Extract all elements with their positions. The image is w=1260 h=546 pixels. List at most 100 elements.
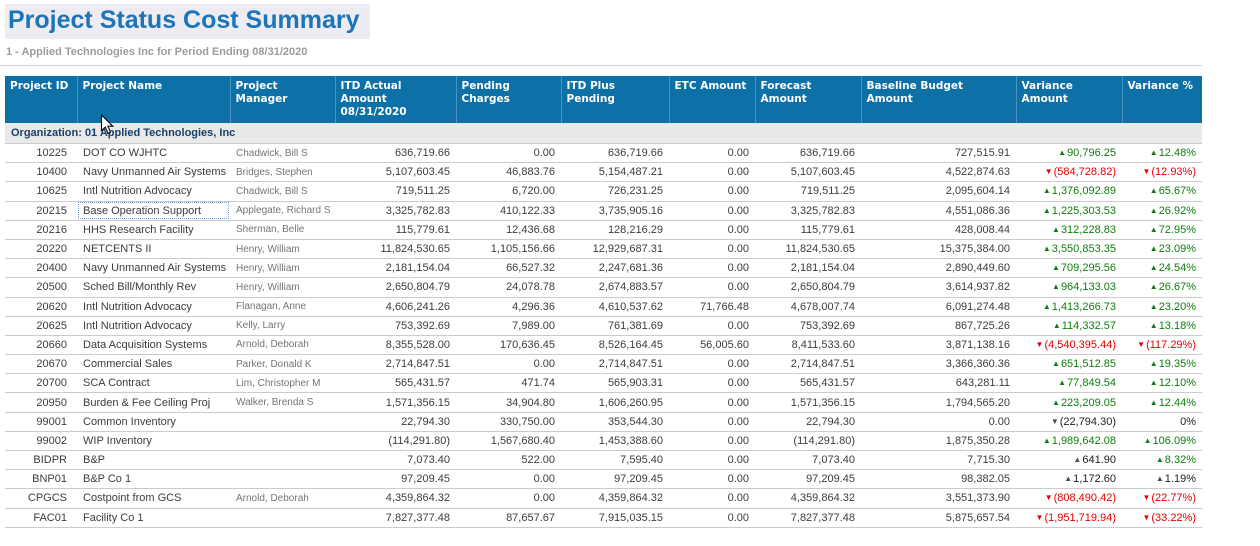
column-header-forecast[interactable]: Forecast Amount [754,76,861,123]
column-header-baseline[interactable]: Baseline Budget Amount [860,76,1016,123]
cell-etc-amount: 0.00 [669,373,755,394]
cell-variance-amount: ▲223,209.05 [1016,392,1122,413]
up-triangle-icon: ▲ [1149,244,1158,254]
cell-project-id: 20950 [5,392,77,413]
variance-value: 106.09% [1152,434,1196,447]
column-header-variance_amount[interactable]: Variance Amount [1015,76,1122,123]
cell-etc-amount: 0.00 [669,450,755,471]
column-header-itd_actual[interactable]: ITD Actual Amount 08/31/2020 [334,76,456,123]
cell-itd-actual-amount: 22,794.30 [335,412,456,432]
cell-etc-amount: 0.00 [669,258,755,279]
group-header-row: Organization: 01 Applied Technologies, I… [5,123,1202,144]
cell-project-name[interactable]: Common Inventory [77,412,230,432]
cell-variance-amount: ▲1,376,092.89 [1016,181,1122,202]
table-row[interactable]: FAC01 Facility Co 1 7,827,377.48 87,657.… [5,508,1202,528]
cell-project-name[interactable]: Intl Nutrition Advocacy [77,297,230,317]
cell-project-name[interactable]: Costpoint from GCS [77,488,230,509]
cell-pending-charges: 24,078.78 [456,277,561,298]
cell-pending-charges: 522.00 [456,450,561,471]
table-row[interactable]: 20500 Sched Bill/Monthly Rev Henry, Will… [5,277,1202,298]
cell-itd-plus-pending: 7,595.40 [561,450,669,471]
cell-pending-charges: 0.00 [456,354,561,375]
table-row[interactable]: 20660 Data Acquisition Systems Arnold, D… [5,335,1202,356]
table-row[interactable]: 10225 DOT CO WJHTC Chadwick, Bill S 636,… [5,143,1202,164]
table-row[interactable]: 99001 Common Inventory 22,794.30 330,750… [5,412,1202,432]
table-row[interactable]: 10625 Intl Nutrition Advocacy Chadwick, … [5,181,1202,202]
table-row[interactable]: 20215 Base Operation Support Applegate, … [5,201,1202,221]
cell-project-name[interactable]: WIP Inventory [77,431,230,452]
table-row[interactable]: BNP01 B&P Co 1 97,209.45 0.00 97,209.45 … [5,469,1202,490]
cell-baseline-budget-amount: 3,614,937.82 [861,277,1016,298]
cell-pending-charges: 330,750.00 [456,412,561,432]
cell-project-id: 10225 [5,143,77,164]
table-row[interactable]: 20216 HHS Research Facility Sherman, Bel… [5,220,1202,240]
cell-variance-pct: ▲106.09% [1122,431,1202,452]
cell-itd-actual-amount: 2,181,154.04 [335,258,456,279]
column-header-variance_pct[interactable]: Variance % [1121,76,1202,123]
table-row[interactable]: 20950 Burden & Fee Ceiling Proj Walker, … [5,392,1202,413]
variance-value: 312,228.83 [1060,223,1116,236]
cell-project-name[interactable]: NETCENTS II [77,239,230,260]
variance-value: 12.10% [1158,377,1196,390]
cell-project-name[interactable]: Intl Nutrition Advocacy [77,316,230,336]
cell-itd-plus-pending: 726,231.25 [561,181,669,202]
cell-forecast-amount: 2,714,847.51 [755,354,861,375]
title-bar: Project Status Cost Summary [5,4,1260,39]
table-row[interactable]: 20400 Navy Unmanned Air Systems Henry, W… [5,258,1202,279]
cell-pending-charges: 6,720.00 [456,181,561,202]
up-triangle-icon: ▲ [1149,186,1158,196]
cell-project-name[interactable]: SCA Contract [77,373,230,394]
cell-itd-actual-amount: 565,431.57 [335,373,456,394]
cell-project-name[interactable]: Facility Co 1 [77,508,230,528]
variance-value: 12.44% [1158,396,1196,409]
cell-itd-plus-pending: 1,453,388.60 [561,431,669,452]
table-row[interactable]: 10400 Navy Unmanned Air Systems Bridges,… [5,162,1202,183]
table-row[interactable]: 20670 Commercial Sales Parker, Donald K … [5,354,1202,375]
cell-variance-amount: ▼(4,540,395.44) [1016,335,1122,356]
cell-etc-amount: 0.00 [669,508,755,528]
cell-project-name[interactable]: Navy Unmanned Air Systems [77,258,230,279]
column-header-itd_plus_pending[interactable]: ITD Plus Pending [560,76,669,123]
up-triangle-icon: ▲ [1149,282,1158,292]
table-row[interactable]: CPGCS Costpoint from GCS Arnold, Deborah… [5,488,1202,509]
cell-project-manager: Arnold, Deborah [230,335,335,356]
cell-variance-amount: ▲1,989,642.08 [1016,431,1122,452]
cell-project-name[interactable]: Intl Nutrition Advocacy [77,181,230,202]
cell-project-name[interactable]: B&P [77,450,230,471]
down-triangle-icon: ▼ [1044,167,1053,177]
cell-project-name[interactable]: Sched Bill/Monthly Rev [77,277,230,298]
table-row[interactable]: 20625 Intl Nutrition Advocacy Kelly, Lar… [5,316,1202,336]
variance-value: 26.92% [1158,204,1196,217]
cell-project-name[interactable]: Base Operation Support [77,201,230,221]
column-header-pending[interactable]: Pending Charges [455,76,561,123]
variance-value: 26.67% [1158,281,1196,294]
cell-baseline-budget-amount: 3,871,138.16 [861,335,1016,356]
cell-baseline-budget-amount: 867,725.26 [861,316,1016,336]
cell-forecast-amount: 636,719.66 [755,143,861,164]
table-row[interactable]: 20700 SCA Contract Lim, Christopher M 56… [5,373,1202,394]
cell-project-name[interactable]: HHS Research Facility [77,220,230,240]
table-row[interactable]: BIDPR B&P 7,073.40 522.00 7,595.40 0.00 … [5,450,1202,471]
cell-project-id: 20660 [5,335,77,356]
cell-variance-pct: ▲24.54% [1122,258,1202,279]
cell-project-manager: Chadwick, Bill S [230,143,335,164]
column-header-etc[interactable]: ETC Amount [668,76,755,123]
table-row[interactable]: 20220 NETCENTS II Henry, William 11,824,… [5,239,1202,260]
cell-itd-plus-pending: 4,359,864.32 [561,488,669,509]
cell-project-name[interactable]: B&P Co 1 [77,469,230,490]
cell-variance-pct: ▲12.10% [1122,373,1202,394]
cell-itd-plus-pending: 1,606,260.95 [561,392,669,413]
up-triangle-icon: ▲ [1149,224,1158,234]
column-header-manager[interactable]: Project Manager [229,76,335,123]
cell-project-name[interactable]: Commercial Sales [77,354,230,375]
cell-project-name[interactable]: Data Acquisition Systems [77,335,230,356]
table-row[interactable]: 99002 WIP Inventory (114,291.80) 1,567,6… [5,431,1202,452]
column-header-name[interactable]: Project Name [76,76,230,123]
column-header-id[interactable]: Project ID [5,76,77,123]
cell-project-name[interactable]: Burden & Fee Ceiling Proj [77,392,230,413]
table-row[interactable]: 20620 Intl Nutrition Advocacy Flanagan, … [5,297,1202,317]
cell-project-name[interactable]: DOT CO WJHTC [77,143,230,164]
cell-variance-pct: ▲1.19% [1122,469,1202,490]
cell-project-name[interactable]: Navy Unmanned Air Systems [77,162,230,183]
cell-pending-charges: 46,883.76 [456,162,561,183]
